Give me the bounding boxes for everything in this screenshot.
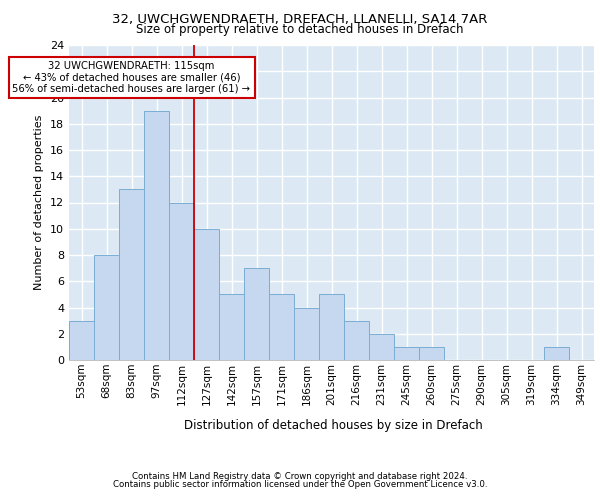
Text: 32 UWCHGWENDRAETH: 115sqm
← 43% of detached houses are smaller (46)
56% of semi-: 32 UWCHGWENDRAETH: 115sqm ← 43% of detac… (13, 60, 251, 94)
Y-axis label: Number of detached properties: Number of detached properties (34, 115, 44, 290)
Bar (394, 347, 419, 360)
Bar (419, 347, 444, 360)
Bar (69, 320, 94, 360)
Bar (369, 334, 394, 360)
Bar (294, 308, 319, 360)
Text: Contains HM Land Registry data © Crown copyright and database right 2024.: Contains HM Land Registry data © Crown c… (132, 472, 468, 481)
Bar (144, 110, 169, 360)
Bar (244, 268, 269, 360)
Bar (319, 294, 344, 360)
Bar (194, 229, 219, 360)
Bar (219, 294, 244, 360)
Text: Size of property relative to detached houses in Drefach: Size of property relative to detached ho… (136, 22, 464, 36)
Bar (119, 190, 144, 360)
Bar (169, 202, 194, 360)
Text: Distribution of detached houses by size in Drefach: Distribution of detached houses by size … (184, 420, 482, 432)
Bar (544, 347, 569, 360)
Text: 32, UWCHGWENDRAETH, DREFACH, LLANELLI, SA14 7AR: 32, UWCHGWENDRAETH, DREFACH, LLANELLI, S… (112, 12, 488, 26)
Text: Contains public sector information licensed under the Open Government Licence v3: Contains public sector information licen… (113, 480, 487, 489)
Bar (344, 320, 369, 360)
Bar (94, 255, 119, 360)
Bar (269, 294, 294, 360)
